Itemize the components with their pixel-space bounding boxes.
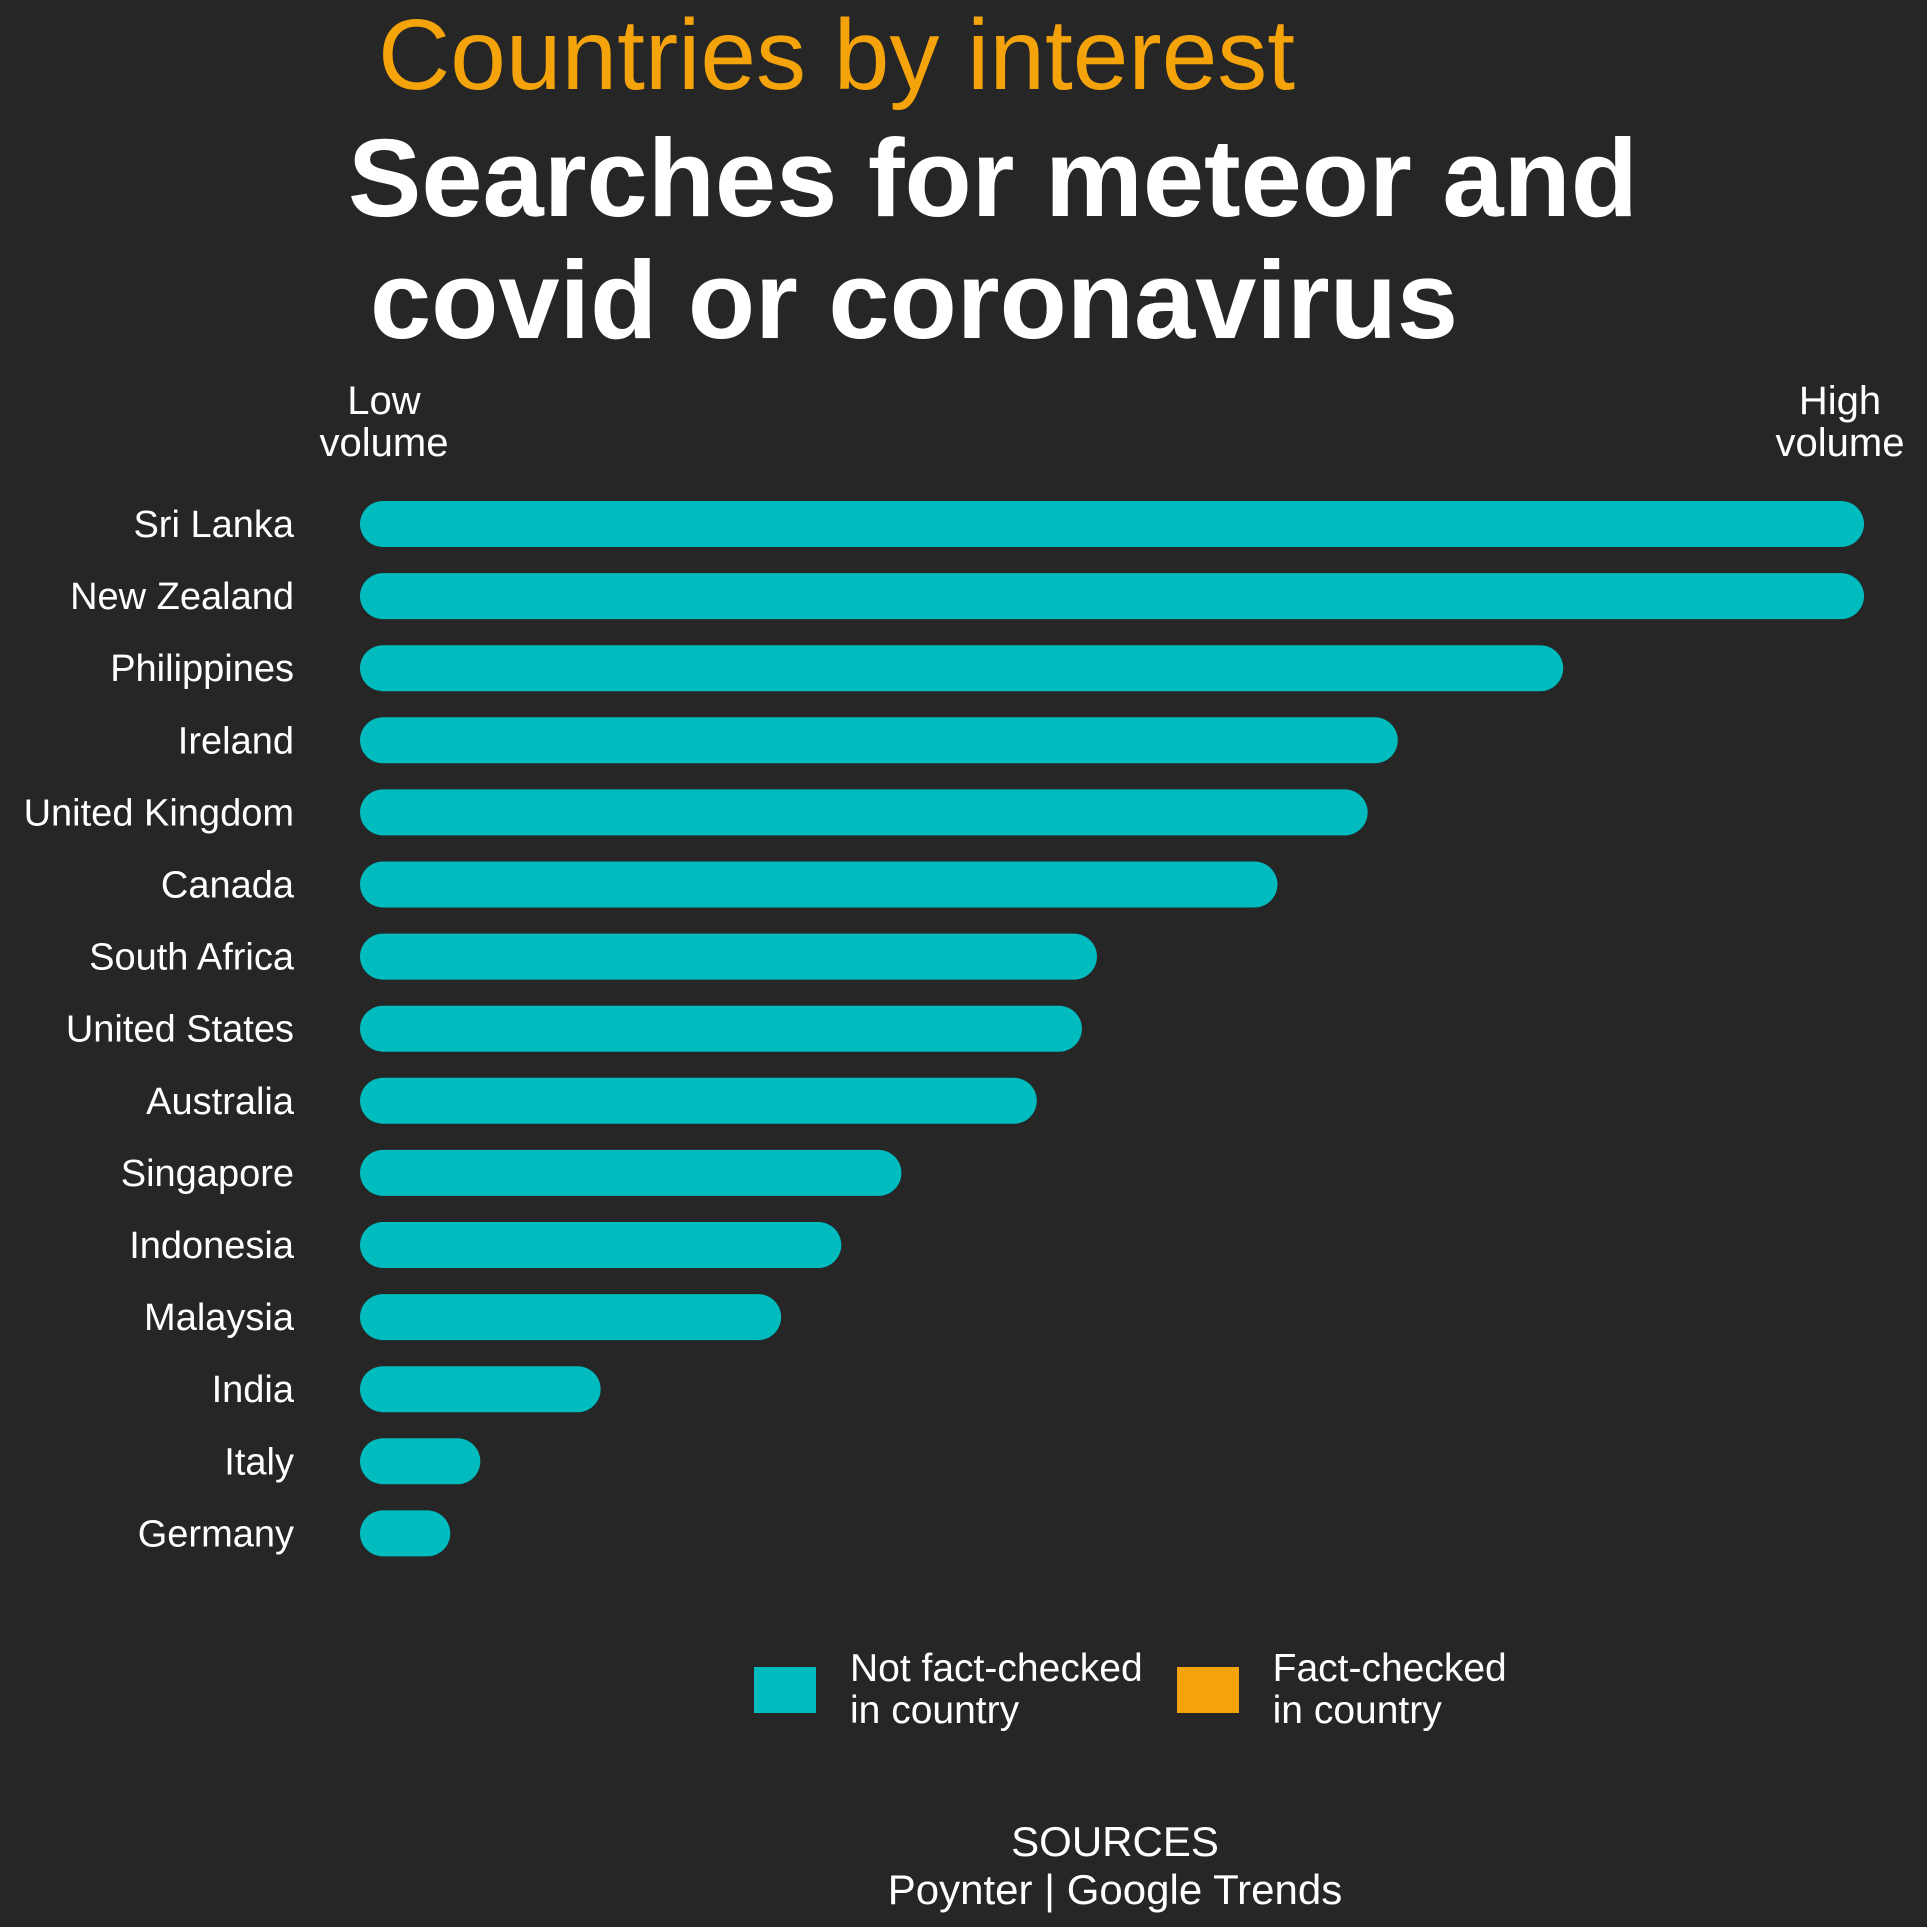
category-label-united-kingdom: United Kingdom: [24, 792, 294, 834]
sources-text: Poynter | Google Trends: [887, 1866, 1343, 1913]
category-label-ireland: Ireland: [178, 720, 294, 762]
bar-ireland: [360, 717, 1398, 764]
legend: Not fact-checked in country Fact-checked…: [754, 1648, 1541, 1732]
bar-singapore: [360, 1149, 902, 1196]
bar-italy: [360, 1438, 481, 1485]
category-label-germany: Germany: [138, 1513, 294, 1555]
bar-sri-lanka: [360, 501, 1864, 547]
bar-germany: [360, 1510, 451, 1557]
category-label-philippines: Philippines: [110, 648, 294, 690]
legend-label-not-fact-checked: Not fact-checked in country: [850, 1647, 1143, 1732]
category-label-italy: Italy: [224, 1441, 294, 1483]
chart-title-line-1: Searches for meteor and: [348, 117, 1638, 240]
chart-title: Searches for meteor and covid or coronav…: [348, 118, 1798, 362]
bar-australia: [360, 1077, 1037, 1124]
bar-india: [360, 1366, 601, 1413]
legend-swatch-fact-checked: [1176, 1667, 1239, 1713]
category-label-australia: Australia: [146, 1081, 295, 1123]
legend-label-fact-checked: Fact-checked in country: [1272, 1647, 1507, 1732]
bar-philippines: [360, 645, 1564, 692]
bar-indonesia: [360, 1222, 842, 1268]
category-label-south-africa: South Africa: [89, 937, 295, 979]
category-label-india: India: [212, 1369, 295, 1411]
category-label-canada: Canada: [161, 865, 295, 907]
bar-united-kingdom: [360, 789, 1368, 836]
legend-item-not-fact-checked: Not fact-checked in country: [754, 1648, 1143, 1732]
category-label-singapore: Singapore: [121, 1153, 294, 1195]
scale-high-label: High volume: [1775, 379, 1905, 465]
category-label-new-zealand: New Zealand: [70, 576, 294, 618]
category-label-indonesia: Indonesia: [129, 1225, 295, 1267]
bar-new-zealand: [360, 573, 1864, 620]
bar-united-states: [360, 1005, 1082, 1052]
legend-swatch-not-fact-checked: [754, 1667, 816, 1713]
category-label-sri-lanka: Sri Lanka: [133, 504, 294, 546]
chart-title-line-2: covid or coronavirus: [370, 239, 1459, 362]
bar-south-africa: [360, 933, 1097, 980]
chart-kicker: Countries by interest: [378, 0, 1296, 111]
bar-malaysia: [360, 1294, 782, 1341]
scale-low-label: Low volume: [319, 379, 449, 465]
bar-canada: [360, 861, 1278, 908]
category-label-malaysia: Malaysia: [144, 1297, 295, 1339]
category-label-united-states: United States: [66, 1009, 294, 1051]
sources: SOURCES Poynter | Google Trends: [780, 1818, 1450, 1914]
bar-chart: Sri Lanka New Zealand Philippines Ireland Un…: [24, 501, 1864, 1557]
legend-item-fact-checked: Fact-checked in country: [1176, 1647, 1507, 1732]
sources-heading: SOURCES: [1011, 1818, 1219, 1865]
